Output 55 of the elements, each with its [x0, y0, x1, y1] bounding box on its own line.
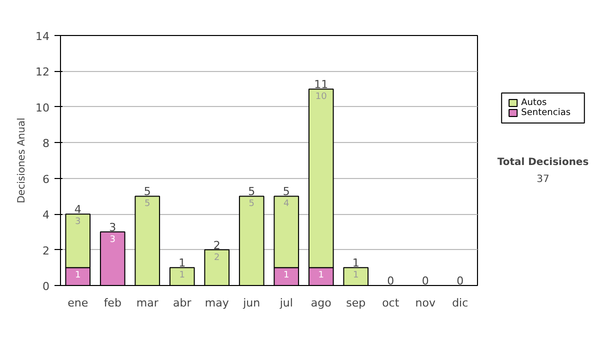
data-label: 1: [284, 270, 290, 281]
y-tick-label: 14: [36, 30, 50, 43]
total-label: 5: [282, 185, 290, 198]
data-label: 4: [284, 199, 290, 210]
x-tick-label: nov: [415, 296, 436, 310]
total-label: 4: [74, 203, 82, 216]
total-label: 11: [314, 78, 328, 92]
x-tick-label: ene: [68, 296, 88, 310]
total-label: 1: [178, 256, 186, 270]
text: 37: [536, 174, 550, 185]
legend-label: Sentencias: [521, 108, 571, 118]
data-label: 10: [315, 92, 328, 102]
y-tick-label: 0: [42, 280, 50, 293]
total-label: 3: [109, 220, 116, 234]
y-tick-label: 6: [42, 172, 50, 186]
y-axis-title: Decisiones Anual: [16, 118, 28, 204]
bar: [134, 196, 160, 286]
y-tick-label: 4: [42, 208, 50, 222]
x-tick-label: jun: [242, 296, 260, 310]
text: Total Decisiones: [497, 157, 589, 168]
legend-label: Autos: [521, 98, 548, 108]
x-tick-label: may: [204, 296, 230, 310]
total-label: 5: [248, 185, 256, 198]
bar: [343, 267, 369, 286]
bar: [238, 196, 264, 286]
bar: [100, 231, 126, 286]
data-label: 1: [318, 270, 324, 281]
x-tick-label: sep: [346, 296, 366, 310]
x-tick-label: dic: [452, 296, 468, 310]
x-tick-label: oct: [382, 296, 400, 310]
data-label: 5: [248, 199, 254, 210]
data-label: 5: [144, 199, 150, 210]
total-label: 0: [387, 274, 394, 288]
x-tick-label: feb: [104, 296, 122, 310]
total-label: 5: [144, 185, 151, 198]
bar: [169, 267, 195, 286]
total-label: 0: [456, 274, 464, 288]
x-tick-label: jul: [278, 296, 293, 310]
x-tick-label: abr: [173, 296, 192, 310]
data-label: 2: [214, 252, 220, 263]
x-tick-label: mar: [136, 296, 159, 310]
bar: [204, 249, 230, 286]
y-tick-label: 12: [36, 66, 50, 79]
x-tick-label: ago: [310, 296, 332, 310]
total-label: 2: [213, 238, 220, 252]
y-tick-label: 10: [36, 101, 50, 114]
data-label: 1: [179, 270, 185, 281]
y-tick-label: 2: [42, 244, 50, 258]
data-label: 1: [75, 270, 81, 281]
total-label: 0: [422, 274, 429, 288]
data-label: 1: [353, 270, 359, 281]
data-label: 3: [75, 217, 81, 228]
data-label: 3: [110, 234, 116, 245]
total-label: 1: [352, 256, 360, 270]
y-tick-label: 8: [42, 137, 50, 150]
